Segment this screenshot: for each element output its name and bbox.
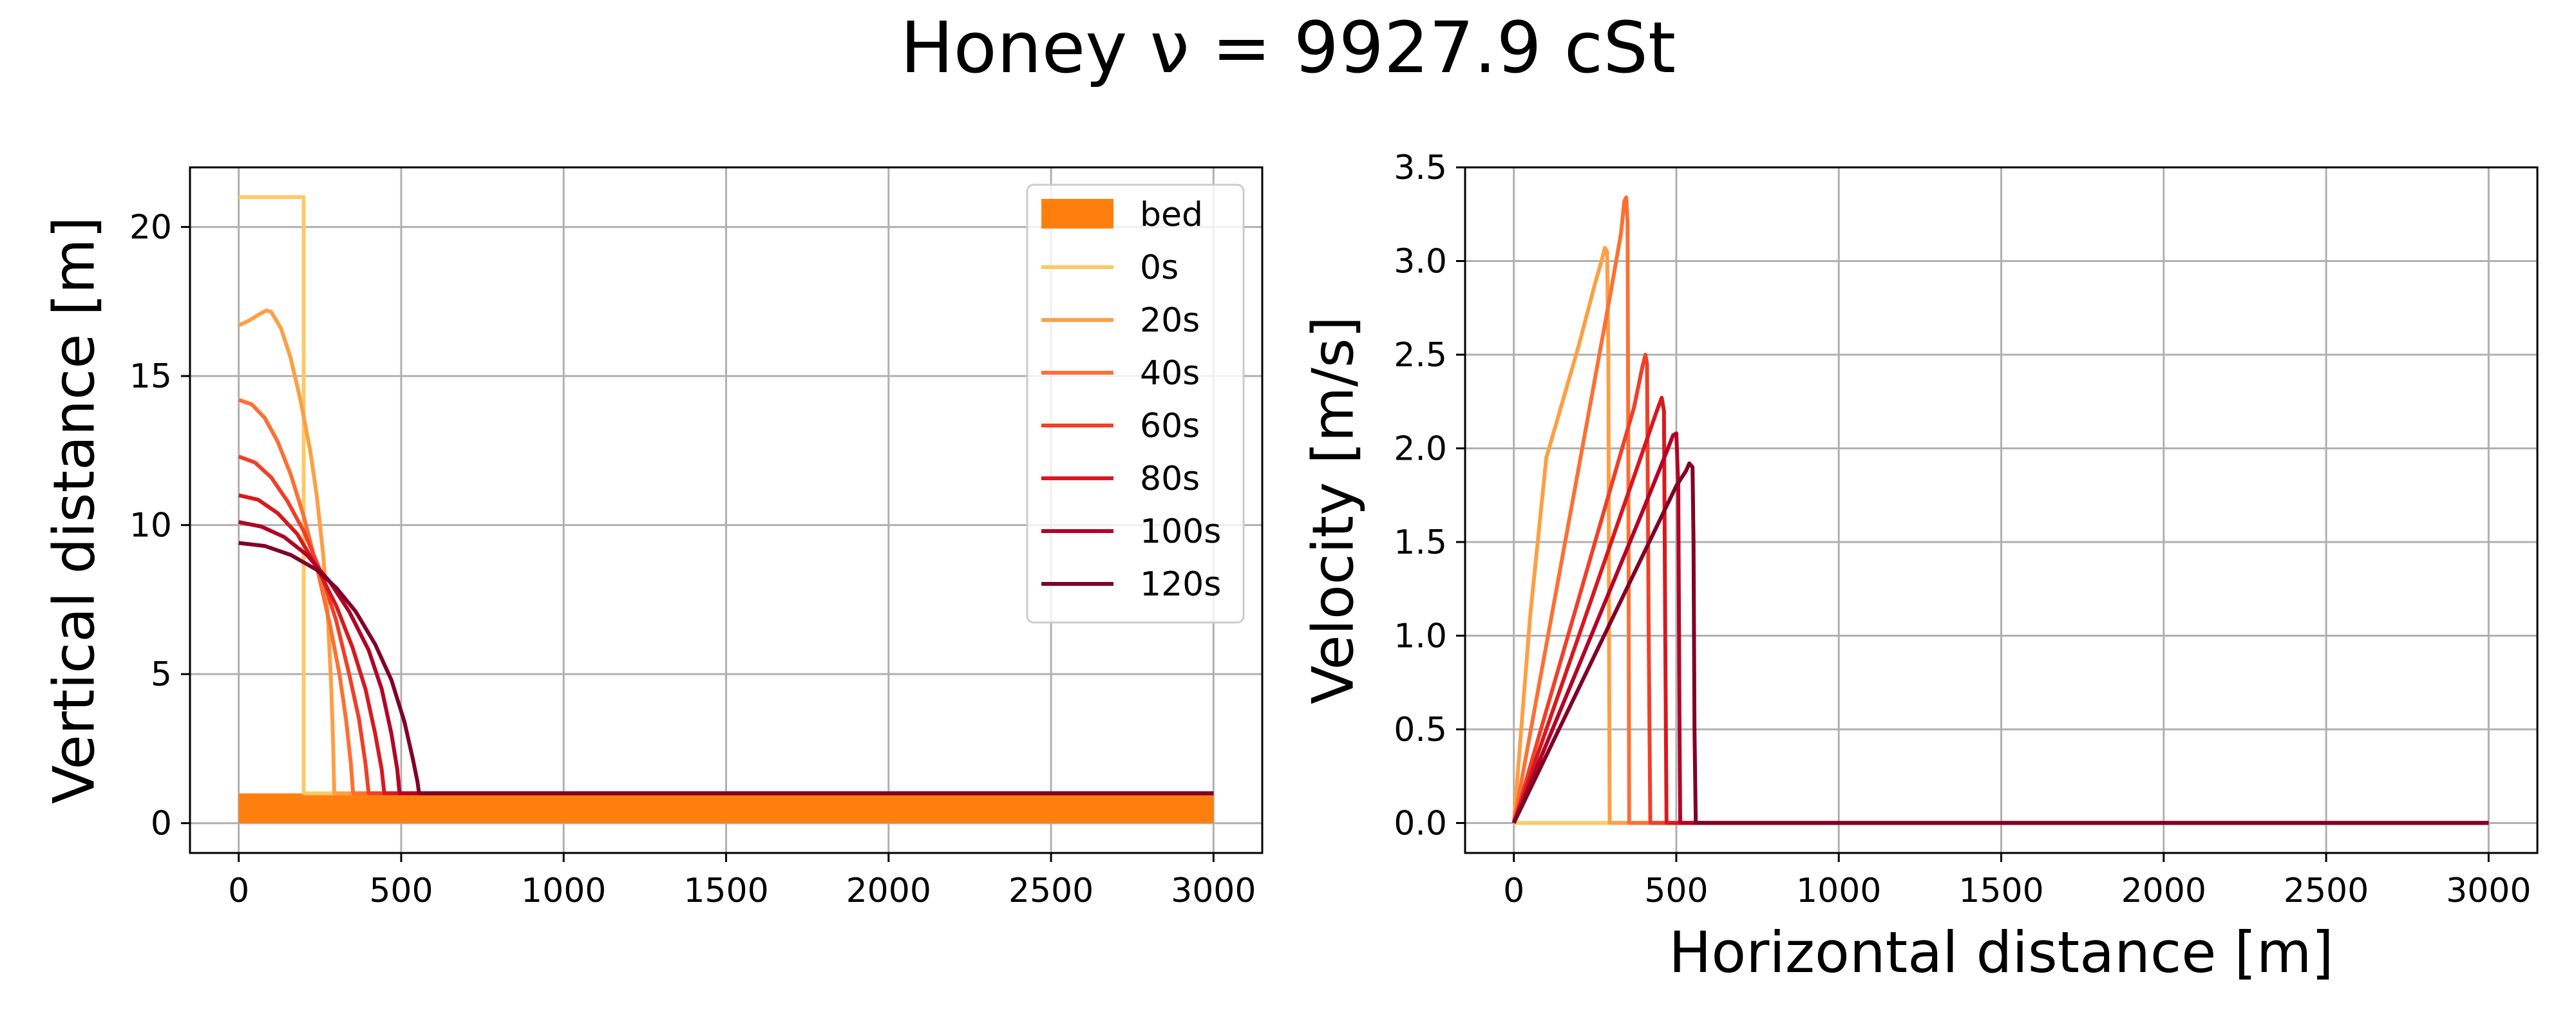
legend-label: 100s [1140,512,1221,551]
y-tick-label: 20 [129,209,172,247]
y-axis-label: Velocity [m/s] [1300,316,1367,704]
x-tick-label: 3000 [1171,872,1256,910]
y-tick-label: 0.5 [1394,711,1447,749]
x-tick-label: 2000 [2121,872,2206,910]
velocity-axes: 0 500 1000 1500 2000 2500 3000 0.0 0.5 1.0 1.5 2.0 2… [1300,149,2539,986]
x-tick-label: 3000 [2446,872,2531,910]
series-line-40s [1511,195,2489,825]
x-tick-label: 1500 [683,872,768,910]
series-line-100s [1511,431,2489,825]
legend-label: 0s [1140,248,1179,287]
legend-label: 80s [1140,460,1200,498]
y-tick-label: 15 [129,357,172,396]
x-tick-label: 500 [369,872,433,910]
y-tick-label: 5 [151,655,172,694]
series-line-20s [1511,246,2489,825]
series-line-20s [238,308,1214,796]
y-tick-label: 0 [151,805,172,843]
legend: bed 0s 20s 40s 60s 80s 100s 120s [1026,183,1245,624]
x-tick-label: 0 [228,872,249,910]
legend-swatch-bed [1041,199,1113,229]
y-tick-label: 2.0 [1394,429,1447,468]
legend-label: 120s [1140,565,1221,604]
x-tick-label: 1000 [1796,872,1881,910]
legend-label: bed [1140,196,1203,234]
x-tick-label: 2000 [846,872,931,910]
series-line-60s [1511,353,2489,825]
series-line-80s [1511,395,2489,825]
series-line-100s [238,520,1214,796]
figure-title: Honey ν = 9927.9 cSt [900,6,1676,89]
plot-area [238,195,1214,823]
series-line-120s [238,541,1214,796]
x-tick-label: 1500 [1958,872,2043,910]
legend-box [1026,183,1245,624]
bed-bar [238,793,1214,823]
x-tick-label: 2500 [2284,872,2369,910]
legend-label: 40s [1140,354,1200,393]
height-axes: 0 500 1000 1500 2000 2500 3000 0 5 10 15 20 Vertical… [41,166,1264,910]
y-tick-label: 3.0 [1394,242,1447,281]
y-axis-label: Vertical distance [m] [41,216,108,804]
plot-area [1511,195,2489,825]
x-tick-label: 0 [1503,872,1524,910]
x-tick-label: 2500 [1009,872,1094,910]
y-tick-label: 1.0 [1394,617,1447,655]
series-line-120s [1511,461,2489,825]
legend-label: 20s [1140,301,1200,340]
y-tick-label: 10 [129,507,172,545]
y-tick-label: 3.5 [1394,149,1447,187]
x-tick-label: 500 [1644,872,1708,910]
x-tick-label: 1000 [521,872,606,910]
y-tick-label: 1.5 [1394,523,1447,562]
x-axis-label: Horizontal distance [m] [1669,919,2334,986]
y-tick-label: 0.0 [1394,804,1447,843]
series-line-80s [238,493,1214,796]
series-line-60s [238,454,1214,796]
legend-label: 60s [1140,407,1200,445]
y-tick-label: 2.5 [1394,336,1447,375]
